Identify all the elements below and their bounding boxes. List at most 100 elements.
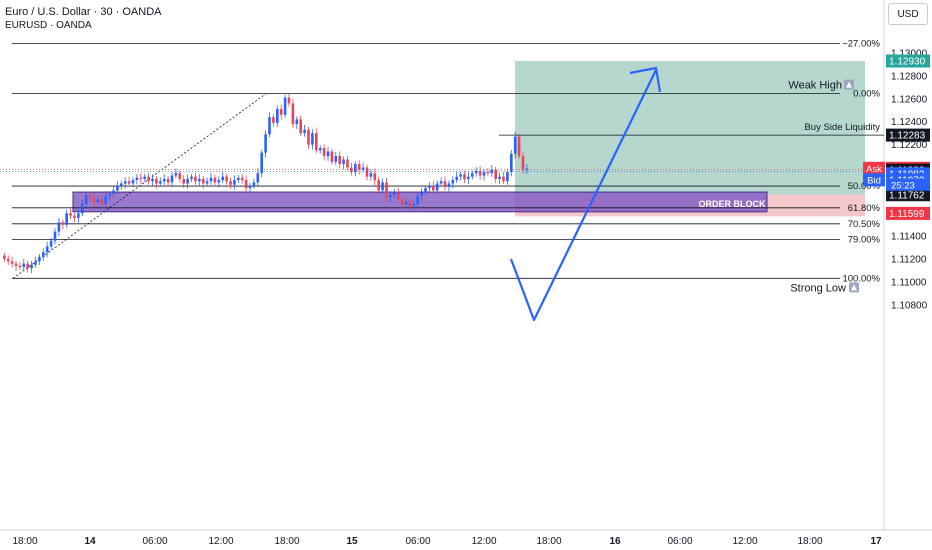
time-tick-label: 12:00 [732,536,757,547]
candle [326,151,330,157]
candle [393,192,396,195]
candle [443,181,447,187]
candle [18,265,22,268]
candle [108,193,111,197]
candle [229,181,232,185]
candle [49,240,53,247]
candle [521,156,525,170]
candle [283,97,287,115]
time-tick-label: 18:00 [797,536,822,547]
time-tick-label: 18:00 [274,536,299,547]
fib-level-label: −27.00% [842,39,880,50]
candle [252,182,256,186]
candle [459,174,462,177]
candle [198,178,201,182]
candle [498,176,501,179]
candle [147,176,150,182]
candle [506,172,509,182]
candle [104,196,107,205]
currency-button[interactable]: USD [888,3,928,25]
candle [81,204,84,214]
candle [432,185,435,191]
candle [178,173,182,179]
badge-price-label: 1.11599 [889,209,925,220]
candle [38,256,41,262]
arrow-head-icon [629,66,662,93]
fib-level-label: 50.00% [848,181,881,192]
candle [412,204,416,207]
badge-prefix-label: Ask [866,164,882,175]
badge-price-label: 1.12283 [889,131,926,142]
order-block-label: ORDER BLOCK [699,199,766,209]
order-block-zone[interactable] [72,191,768,213]
candle [69,213,72,216]
price-tick-label: 1.12200 [891,140,928,151]
candle [10,261,14,264]
weak-high-label: Weak High [788,80,842,92]
candle [268,117,271,135]
badge-prefix-label: Bid [867,175,881,186]
candle [30,264,33,269]
candle [34,261,37,265]
time-tick-label: 18:00 [536,536,561,547]
candle [357,164,361,170]
candle [369,173,373,177]
candle [303,129,306,134]
badge-price-label: 1.12930 [889,57,926,68]
candle [217,180,221,183]
candle [225,176,228,182]
candle [73,215,76,218]
candle [287,97,291,104]
target-price-badge [886,54,930,68]
candle [279,109,283,115]
candle [404,201,408,205]
candle [365,167,369,177]
candle [299,119,302,134]
candle [361,167,365,170]
candle [455,176,458,181]
candle [244,180,248,189]
candle [318,148,322,151]
liquidity-label: Buy Side Liquidity [804,122,880,133]
candle [159,181,162,184]
candle [311,133,314,145]
candle [174,173,178,176]
entry-price-badge [886,188,930,202]
fib-trend-line[interactable] [12,93,267,279]
fib-level-label: 70.50% [848,219,881,230]
candle [190,176,193,179]
candle [135,177,139,181]
candle [143,176,146,179]
price-tick-label: 1.11000 [891,278,927,289]
candle [525,168,529,170]
ask-price-prefix [863,161,885,175]
candle [490,169,494,174]
time-tick-label: 06:00 [142,536,167,547]
price-tick-label: 1.11400 [891,232,927,243]
candle [517,136,521,157]
candle [209,177,213,182]
candle [396,192,400,200]
fib-level-label: 61.80% [848,203,881,214]
candle [57,222,61,232]
candle [45,246,49,253]
candle [221,176,224,181]
candle [120,183,123,186]
time-tick-label: 06:00 [405,536,430,547]
candle [127,181,131,184]
candle [256,173,260,183]
symbol-subtitle: EURUSD · OANDA [5,20,92,31]
candle [467,176,470,179]
candle [88,194,92,199]
candle [439,181,443,184]
candle [42,252,45,257]
candle [373,173,377,181]
symbol-title[interactable]: Euro / U.S. Dollar · 30 · OANDA [5,6,162,18]
target-zone[interactable] [515,61,865,195]
candle [237,177,240,181]
candle [494,169,497,179]
time-tick-label: 06:00 [667,536,692,547]
projection-arrow-path[interactable] [509,69,657,322]
